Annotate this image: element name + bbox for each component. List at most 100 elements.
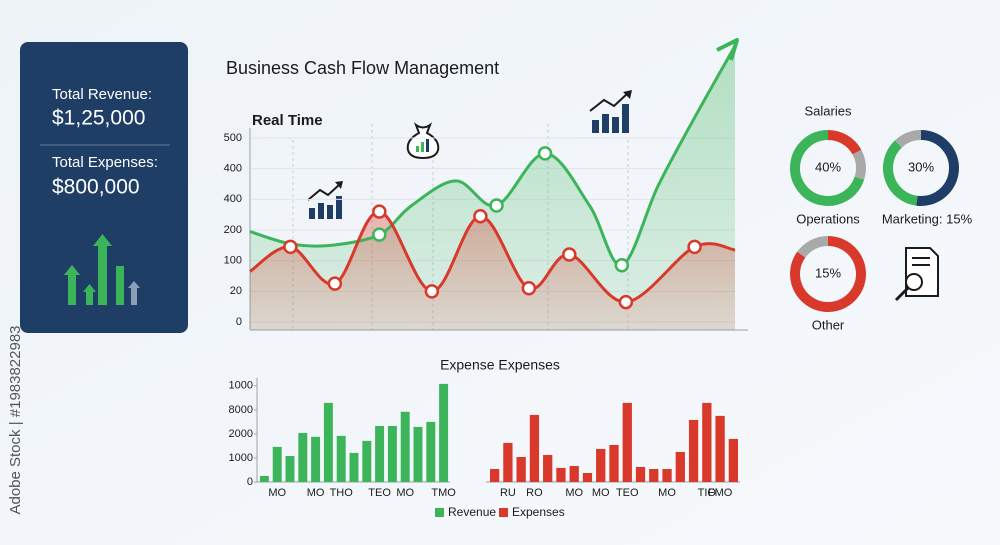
- bar: [323, 402, 333, 482]
- y-tick-label: 8000: [229, 404, 253, 416]
- bar: [702, 402, 712, 482]
- page-title: Business Cash Flow Management: [226, 58, 499, 78]
- chart-title: Real Time: [252, 112, 323, 129]
- point-marker: [521, 281, 537, 296]
- donut-label: Operations: [796, 211, 860, 226]
- bar: [272, 446, 282, 482]
- x-tick-label: TIO: [698, 487, 717, 499]
- trend-arrow: [716, 38, 739, 61]
- bar: [728, 438, 739, 482]
- point-marker: [372, 227, 387, 242]
- y-tick-label: 1000: [229, 452, 253, 464]
- bar: [609, 444, 619, 482]
- donut-segment: [883, 140, 918, 206]
- revenue-label: Total Revenue:: [52, 86, 152, 103]
- point-marker: [473, 208, 488, 224]
- bar: [516, 456, 526, 482]
- donut-center-label: 15%: [815, 265, 841, 280]
- point-marker: [327, 276, 343, 291]
- bar: [362, 440, 372, 482]
- bar: [375, 425, 385, 482]
- expenses-label: Total Expenses:: [52, 154, 158, 171]
- x-tick-label: MO: [565, 487, 583, 499]
- y-tick-label: 0: [236, 316, 242, 328]
- y-tick-label: 200: [224, 224, 242, 236]
- x-tick-label: TEO: [368, 487, 391, 499]
- bar: [675, 451, 685, 482]
- y-tick-label: 400: [224, 163, 242, 175]
- x-tick-label: RO: [526, 487, 543, 499]
- bar: [298, 432, 308, 482]
- legend-swatch: [435, 508, 444, 517]
- y-tick-label: 1000: [229, 380, 253, 392]
- expenses-value: $800,000: [52, 176, 140, 199]
- bar: [285, 456, 295, 482]
- donut-segment: [852, 149, 866, 180]
- donut-segment: [790, 236, 866, 312]
- x-tick-label: RU: [500, 487, 516, 499]
- point-marker: [372, 204, 387, 219]
- bar: [336, 435, 346, 482]
- donut-segment: [797, 236, 829, 258]
- x-tick-label: THO: [330, 487, 354, 499]
- point-marker: [618, 294, 634, 310]
- point-marker: [687, 239, 702, 255]
- line: [249, 45, 737, 267]
- bar: [649, 469, 659, 482]
- bar: [715, 415, 725, 482]
- bar: [529, 414, 540, 482]
- donut-title: Salaries: [805, 103, 852, 118]
- bar: [489, 469, 500, 482]
- legend-swatch: [499, 508, 508, 517]
- chart-title: Expense Expenses: [440, 357, 560, 373]
- revenue-value: $1,25,000: [52, 107, 145, 130]
- donut-center-label: 40%: [815, 159, 841, 174]
- bar: [387, 425, 397, 482]
- point-marker: [614, 258, 630, 273]
- point-marker: [424, 284, 440, 299]
- point-marker: [562, 247, 577, 262]
- bar: [400, 411, 410, 482]
- bar: [582, 472, 593, 482]
- x-tick-label: MO: [396, 487, 414, 499]
- bar: [259, 475, 269, 482]
- bar: [635, 466, 646, 482]
- document-search-icon: [894, 247, 939, 302]
- bar: [596, 448, 606, 482]
- donut-segment: [827, 130, 862, 155]
- donut-segment: [790, 130, 865, 206]
- x-tick-label: MO: [307, 487, 325, 499]
- bar: [556, 467, 566, 482]
- bar: [349, 452, 359, 482]
- watermark: Adobe Stock | #1983822983: [7, 325, 24, 514]
- x-tick-label: MO: [658, 487, 676, 499]
- summary-card: [20, 42, 188, 333]
- bar: [688, 419, 699, 482]
- bar: [439, 383, 449, 482]
- donut-label: Other: [812, 317, 845, 332]
- legend-label: Expenses: [512, 505, 565, 519]
- growth-icon: [64, 234, 140, 305]
- point-marker: [537, 146, 553, 161]
- bar: [622, 402, 632, 482]
- bar: [426, 421, 436, 482]
- donut-label: Marketing: 15%: [882, 211, 973, 226]
- point-marker: [489, 198, 504, 213]
- money-bag-icon: [406, 122, 440, 160]
- legend-label: Revenue: [448, 505, 496, 519]
- x-tick-label: TMO: [431, 487, 456, 499]
- y-tick-label: 400: [224, 193, 242, 205]
- x-tick-label: TEO: [616, 487, 639, 499]
- y-tick-label: 100: [224, 255, 242, 267]
- x-tick-label: MO: [268, 487, 286, 499]
- bar: [662, 469, 672, 482]
- donut-segment: [894, 130, 922, 148]
- area: [250, 211, 735, 330]
- y-tick-label: 500: [224, 132, 242, 144]
- bar: [311, 436, 321, 482]
- point-marker: [283, 239, 298, 255]
- donut-center-label: 30%: [908, 159, 934, 174]
- bar: [503, 442, 513, 482]
- donut-segment: [916, 130, 959, 206]
